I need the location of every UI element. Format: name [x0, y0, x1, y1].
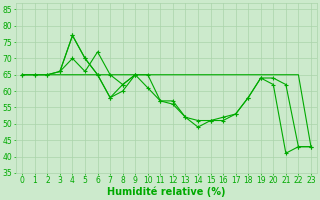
X-axis label: Humidité relative (%): Humidité relative (%) — [108, 187, 226, 197]
